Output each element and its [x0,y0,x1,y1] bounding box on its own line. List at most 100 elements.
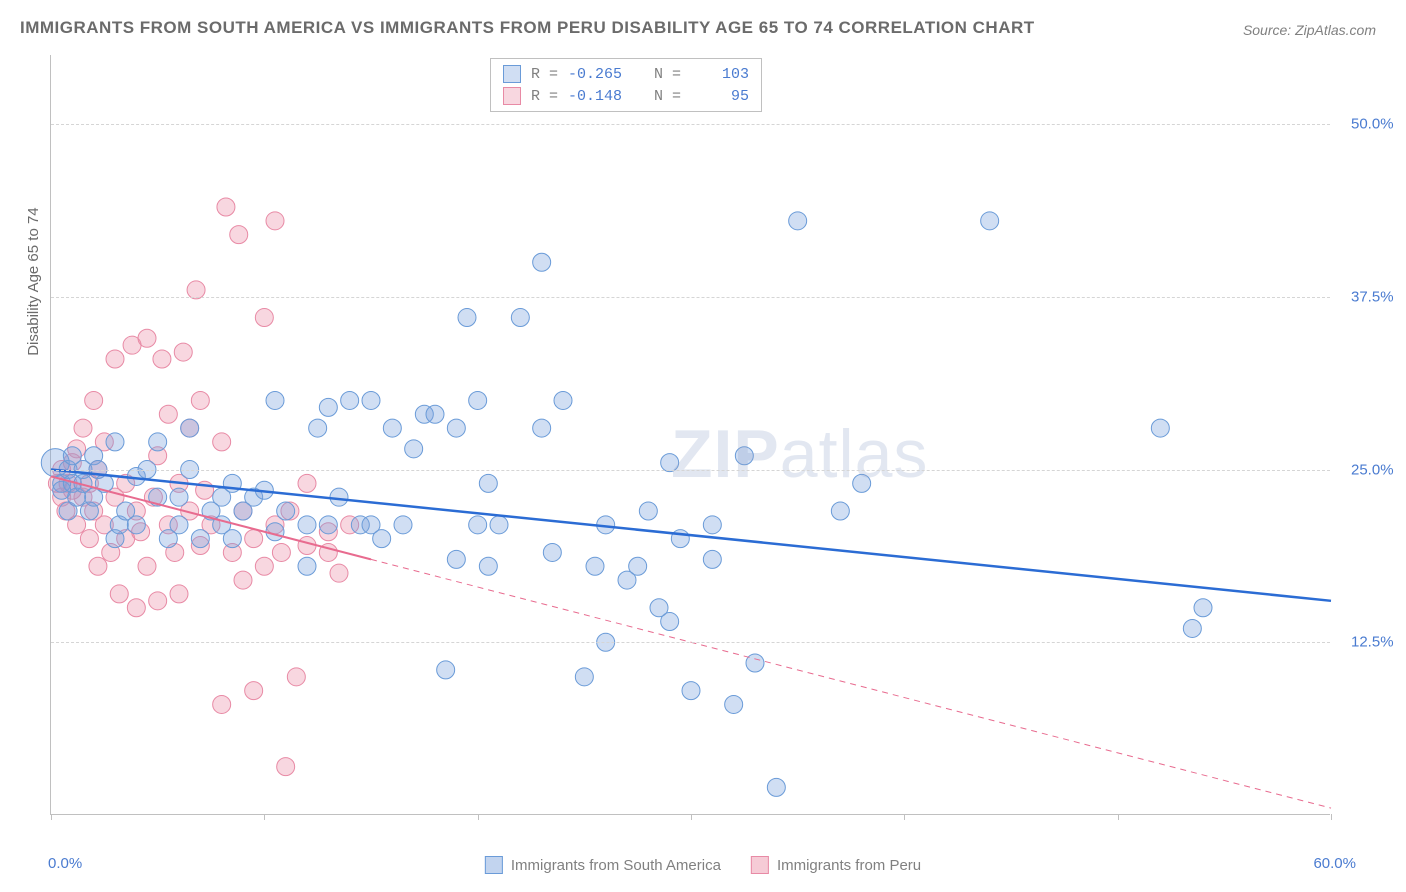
scatter-point [127,599,145,617]
r-value: -0.148 [568,88,626,105]
r-label: R = [531,88,558,105]
scatter-point [80,530,98,548]
trendline-extrapolation [371,559,1331,808]
gridline-horizontal [51,297,1330,298]
scatter-point [149,592,167,610]
x-tick [1118,814,1119,820]
legend-label: Immigrants from Peru [777,857,921,874]
y-tick-label: 12.5% [1351,634,1394,651]
x-tick [264,814,265,820]
scatter-point [309,419,327,437]
scatter-point [217,198,235,216]
scatter-point [213,433,231,451]
scatter-point [74,419,92,437]
scatter-point [277,758,295,776]
scatter-point [255,309,273,327]
scatter-point [511,309,529,327]
y-axis-label: Disability Age 65 to 74 [25,207,42,355]
scatter-point [447,419,465,437]
scatter-point [149,433,167,451]
scatter-point [245,530,263,548]
scatter-point [153,350,171,368]
scatter-point [586,557,604,575]
scatter-point [330,564,348,582]
scatter-point [138,329,156,347]
scatter-point [469,516,487,534]
scatter-point [174,343,192,361]
y-tick-label: 37.5% [1351,288,1394,305]
x-axis-min-label: 0.0% [48,855,82,872]
x-tick [478,814,479,820]
scatter-point [138,557,156,575]
scatter-point [89,557,107,575]
scatter-point [479,557,497,575]
scatter-point [319,516,337,534]
y-tick-label: 25.0% [1351,461,1394,478]
correlation-legend-row: R = -0.265 N = 103 [503,63,749,85]
scatter-point [853,474,871,492]
scatter-point [106,433,124,451]
y-tick-label: 50.0% [1351,116,1394,133]
scatter-plot-svg [51,55,1330,814]
scatter-point [373,530,391,548]
series-legend: Immigrants from South America Immigrants … [485,856,921,874]
scatter-point [170,488,188,506]
scatter-point [170,585,188,603]
scatter-point [703,516,721,534]
legend-label: Immigrants from South America [511,857,721,874]
scatter-point [110,585,128,603]
scatter-point [394,516,412,534]
scatter-point [831,502,849,520]
scatter-point [437,661,455,679]
scatter-point [319,398,337,416]
scatter-point [106,350,124,368]
scatter-point [1151,419,1169,437]
scatter-point [266,212,284,230]
x-tick [904,814,905,820]
scatter-point [458,309,476,327]
legend-swatch [503,87,521,105]
scatter-point [159,405,177,423]
scatter-point [1194,599,1212,617]
scatter-point [490,516,508,534]
scatter-point [629,557,647,575]
scatter-point [298,516,316,534]
correlation-legend-row: R = -0.148 N = 95 [503,85,749,107]
r-value: -0.265 [568,66,626,83]
scatter-point [1183,619,1201,637]
scatter-point [767,778,785,796]
scatter-point [554,391,572,409]
gridline-horizontal [51,124,1330,125]
scatter-point [245,682,263,700]
scatter-point [533,253,551,271]
scatter-point [272,543,290,561]
scatter-point [469,391,487,409]
correlation-legend: R = -0.265 N = 103 R = -0.148 N = 95 [490,58,762,112]
scatter-point [981,212,999,230]
scatter-point [479,474,497,492]
scatter-point [362,391,380,409]
legend-item: Immigrants from Peru [751,856,921,874]
x-tick [691,814,692,820]
scatter-point [223,530,241,548]
legend-swatch [503,65,521,83]
scatter-point [575,668,593,686]
scatter-point [789,212,807,230]
scatter-point [447,550,465,568]
gridline-horizontal [51,470,1330,471]
scatter-point [383,419,401,437]
scatter-point [191,530,209,548]
scatter-point [191,391,209,409]
scatter-point [661,613,679,631]
legend-item: Immigrants from South America [485,856,721,874]
scatter-point [735,447,753,465]
gridline-horizontal [51,642,1330,643]
scatter-point [533,419,551,437]
chart-plot-area: ZIPatlas 12.5%25.0%37.5%50.0% [50,55,1330,815]
r-label: R = [531,66,558,83]
n-label: N = [636,88,681,105]
scatter-point [277,502,295,520]
legend-swatch [751,856,769,874]
scatter-point [298,557,316,575]
n-value: 95 [691,88,749,105]
